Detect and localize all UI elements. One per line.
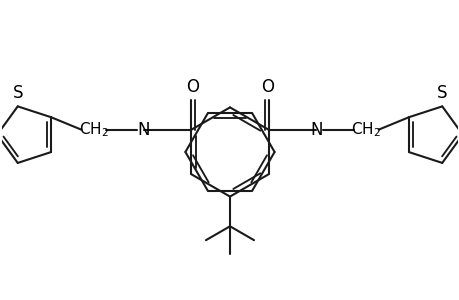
- Text: N: N: [309, 121, 322, 139]
- Text: S: S: [12, 84, 23, 102]
- Text: O: O: [185, 78, 198, 96]
- Text: N: N: [137, 121, 150, 139]
- Text: CH$_2$: CH$_2$: [79, 120, 109, 139]
- Text: S: S: [436, 84, 447, 102]
- Text: O: O: [261, 78, 274, 96]
- Text: CH$_2$: CH$_2$: [350, 120, 380, 139]
